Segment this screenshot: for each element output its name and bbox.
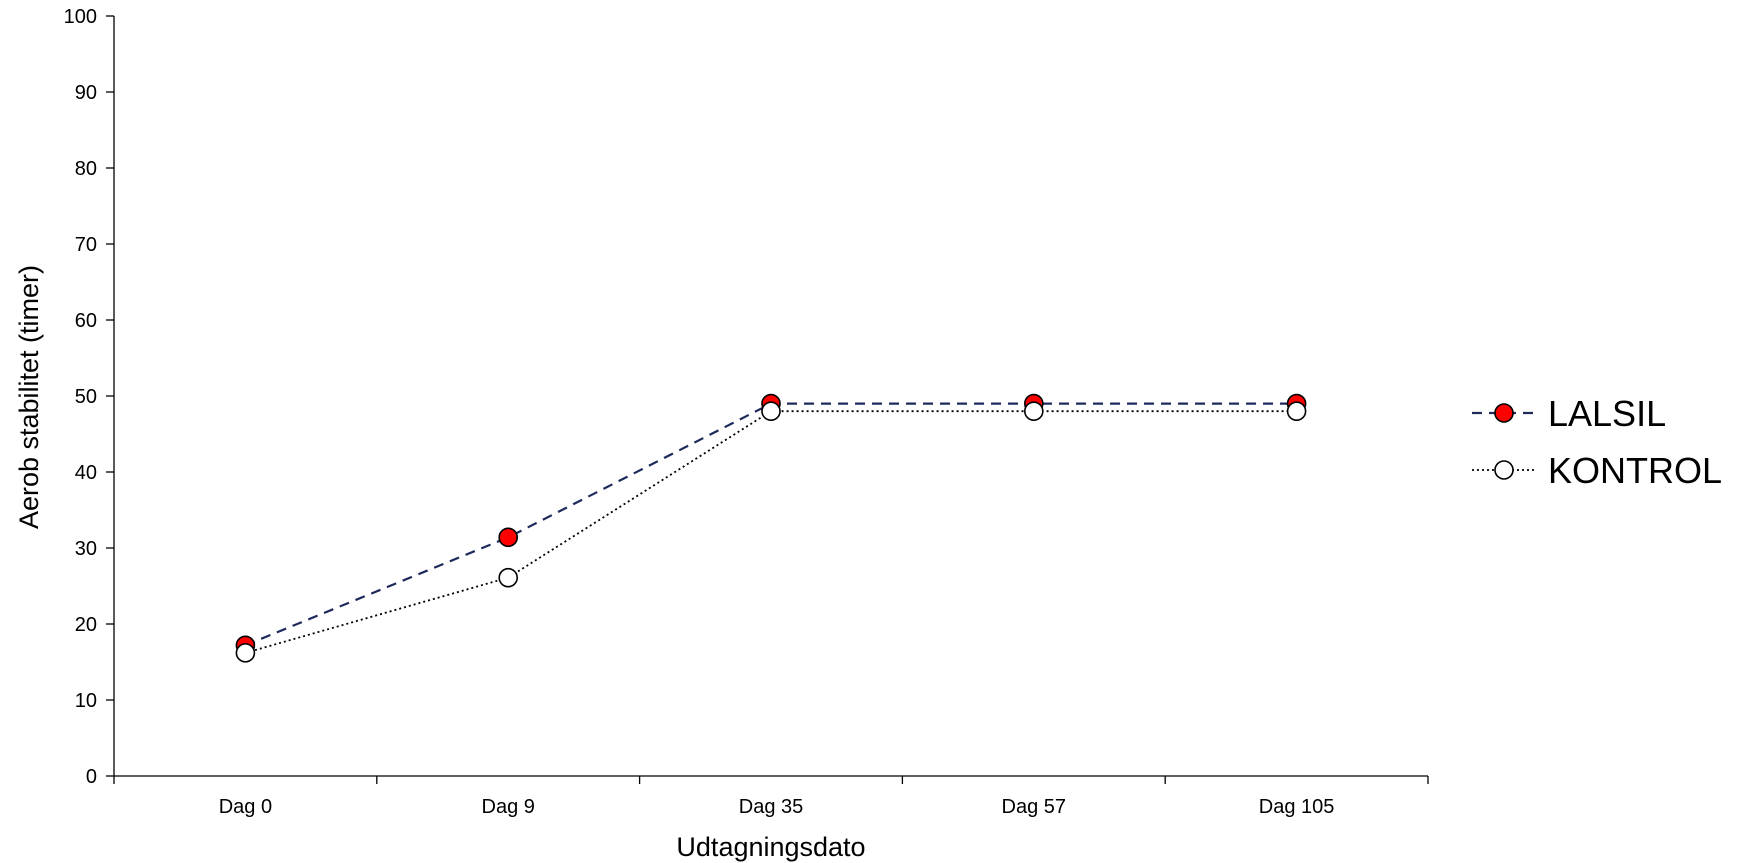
legend-label-lalsil: LALSIL (1548, 393, 1666, 434)
data-point-kontrol (1024, 401, 1044, 422)
data-point-lalsil (498, 527, 519, 548)
legend: LALSIL KONTROL (1472, 393, 1722, 491)
series-layer (235, 393, 1307, 663)
y-tick-label: 50 (75, 386, 97, 408)
data-point-kontrol (498, 567, 519, 588)
legend-marker-lalsil (1494, 403, 1514, 423)
x-tick-label: Dag 0 (219, 796, 272, 818)
data-point-kontrol (235, 643, 256, 663)
y-tick-label: 10 (75, 690, 97, 712)
x-tick-label: Dag 9 (482, 796, 535, 818)
y-tick-label: 0 (86, 766, 97, 788)
y-axis-title: Aerob stabilitet (timer) (14, 265, 44, 529)
x-tick-label: Dag 105 (1259, 796, 1335, 818)
x-tick-label: Dag 57 (1002, 796, 1067, 818)
x-axis-title: Udtagningsdato (676, 832, 865, 862)
y-ticks: 0 10 20 30 40 50 60 70 80 90 100 (64, 6, 114, 788)
y-tick-label: 60 (75, 310, 97, 332)
legend-label-kontrol: KONTROL (1548, 450, 1722, 491)
series-line-kontrol (245, 410, 1297, 654)
y-tick-label: 40 (75, 462, 97, 484)
data-point-kontrol (761, 401, 781, 422)
x-ticks: Dag 0 Dag 9 Dag 35 Dag 57 Dag 105 (113, 776, 1429, 818)
data-point-kontrol (1286, 401, 1307, 422)
y-tick-label: 20 (75, 614, 97, 636)
series-line-lalsil (244, 402, 1297, 647)
x-tick-label: Dag 35 (739, 796, 804, 818)
y-tick-label: 100 (64, 6, 97, 28)
y-tick-label: 30 (75, 538, 97, 560)
y-tick-label: 90 (75, 82, 97, 104)
legend-marker-kontrol (1494, 460, 1514, 480)
y-tick-label: 80 (75, 158, 97, 180)
y-tick-label: 70 (75, 234, 97, 256)
